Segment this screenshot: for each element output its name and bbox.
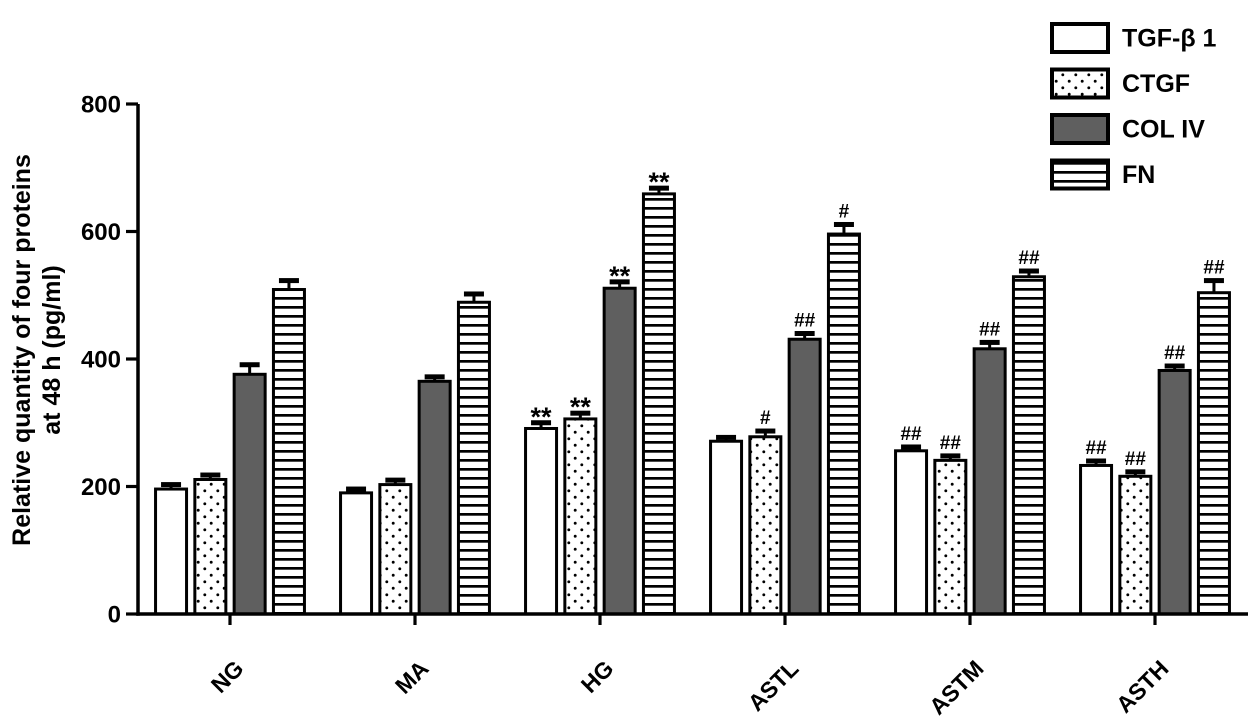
legend-label-4: FN [1122, 161, 1155, 189]
legend-label-1: TGF-β 1 [1122, 25, 1217, 53]
x-tick-label-MA: MA [390, 655, 434, 699]
y-axis-title-line1: Relative quantity of four proteins [8, 154, 36, 546]
y-tick-label: 200 [81, 474, 121, 501]
bar-MA-1 [339, 491, 374, 616]
significance-label: ## [1085, 438, 1107, 459]
axes-layer [126, 102, 1248, 625]
significance-label: ** [609, 261, 631, 291]
error-bar-cap [1164, 363, 1185, 369]
error-bar-cap [1125, 469, 1146, 475]
significance-label: ** [648, 167, 670, 197]
error-bar-cap [1203, 278, 1224, 284]
error-bars-layer [161, 185, 1224, 492]
bar-MA-3 [417, 379, 452, 616]
bars-layer [154, 192, 1231, 616]
significance-label: ## [794, 311, 816, 332]
legend-swatch-3 [1050, 113, 1110, 145]
error-bar-cap [239, 362, 260, 368]
significance-label: ## [900, 424, 922, 445]
significance-label: ## [940, 433, 962, 454]
legend-swatch-2 [1050, 67, 1110, 100]
bar-HG-3 [602, 286, 637, 616]
bar-ASTL-4 [826, 232, 861, 616]
legend-label-2: CTGF [1122, 70, 1190, 98]
legend-swatch-4 [1050, 158, 1110, 191]
error-bar-cap [609, 279, 630, 285]
error-bar-cap [716, 434, 737, 440]
error-bar-cap [940, 453, 961, 459]
y-tick-label: 800 [81, 92, 121, 119]
bar-MA-2 [378, 483, 413, 616]
significance-label: ** [570, 392, 592, 422]
bar-ASTL-1 [709, 439, 744, 616]
significance-label: ## [1018, 248, 1040, 269]
error-bar-cap [648, 185, 669, 191]
bar-ASTM-1 [894, 449, 929, 616]
error-bar-cap [346, 486, 367, 492]
error-bar-cap [570, 410, 591, 416]
x-tick-label-ASTM: ASTM [924, 655, 988, 719]
significance-label: ## [1125, 449, 1147, 470]
significance-label: ## [1203, 258, 1225, 279]
significance-label: # [839, 201, 850, 222]
bar-HG-1 [524, 426, 559, 616]
error-bar-cap [755, 428, 776, 434]
bar-HG-4 [641, 192, 676, 616]
bar-NG-3 [232, 372, 267, 616]
bar-MA-4 [456, 300, 491, 616]
x-tick-label-ASTH: ASTH [1111, 655, 1174, 718]
error-bar-cap [901, 444, 922, 450]
error-bar-cap [794, 331, 815, 336]
bar-NG-4 [271, 288, 306, 616]
bar-ASTH-3 [1157, 368, 1192, 616]
error-bar-cap [424, 374, 445, 380]
bar-ASTH-2 [1118, 474, 1153, 616]
error-bar-cap [979, 339, 1000, 345]
y-tick-label: 0 [108, 602, 121, 629]
significance-label: ## [1164, 343, 1186, 364]
bar-ASTM-4 [1011, 275, 1046, 616]
y-tick-label: 400 [81, 347, 121, 374]
x-tick-label-ASTL: ASTL [743, 655, 804, 716]
error-bar-cap [531, 420, 552, 426]
error-bar-cap [161, 482, 182, 488]
bar-NG-2 [193, 477, 228, 616]
bar-ASTH-1 [1079, 463, 1114, 616]
error-bar-cap [1086, 458, 1107, 464]
significance-label: ** [531, 402, 553, 432]
x-tick-label-HG: HG [576, 655, 619, 698]
bar-NG-1 [154, 487, 189, 616]
legend: TGF-β 1 CTGF COL IV FN [1050, 22, 1217, 191]
significance-label: # [760, 408, 771, 429]
significance-label: ## [979, 319, 1001, 340]
bar-ASTM-3 [972, 347, 1007, 616]
bar-HG-2 [563, 417, 598, 616]
error-bar-cap [463, 291, 484, 297]
error-bar-cap [200, 472, 221, 478]
error-bar-cap [385, 477, 406, 483]
error-bar-cap [833, 221, 854, 227]
bar-ASTL-2 [748, 435, 783, 616]
y-tick-label: 600 [81, 219, 121, 246]
bar-ASTL-3 [787, 337, 822, 616]
error-bar-cap [1018, 268, 1039, 274]
legend-label-3: COL IV [1122, 116, 1205, 144]
x-tick-label-NG: NG [206, 655, 249, 698]
y-axis-title-line2: at 48 h (pg/ml) [38, 265, 66, 434]
legend-swatch-1 [1050, 22, 1110, 54]
bar-ASTH-4 [1196, 291, 1231, 616]
error-bar-cap [278, 278, 299, 284]
bar-ASTM-2 [933, 458, 968, 616]
